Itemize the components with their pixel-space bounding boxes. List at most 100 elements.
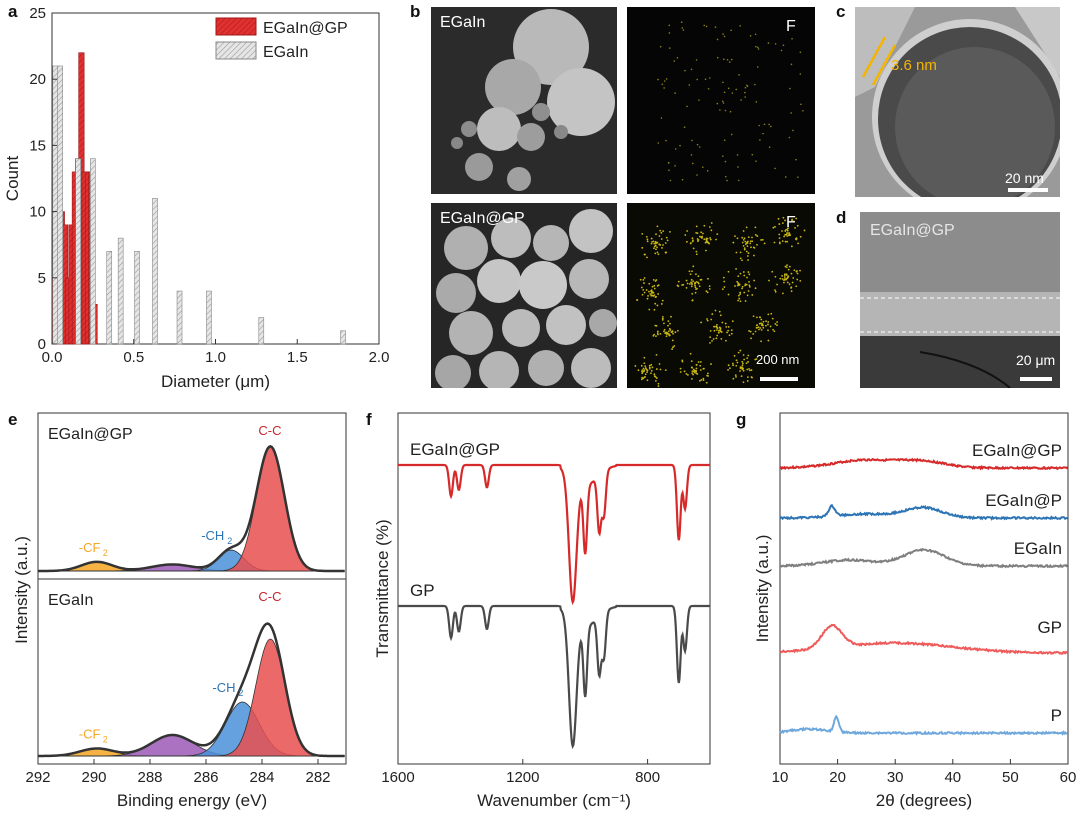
edx-dot bbox=[795, 285, 798, 288]
edx-dot bbox=[648, 366, 651, 369]
edx-dot bbox=[777, 217, 780, 220]
edx-dot bbox=[696, 143, 699, 146]
edx-dot bbox=[731, 362, 734, 365]
edx-dot bbox=[649, 372, 652, 375]
edx-dot bbox=[669, 179, 672, 182]
edx-dot bbox=[788, 265, 791, 268]
edx-dot bbox=[657, 142, 660, 144]
edx-dot bbox=[648, 367, 651, 370]
edx-dot bbox=[722, 81, 724, 84]
sem-cross-section bbox=[860, 212, 1060, 388]
edx-dot bbox=[731, 92, 734, 94]
edx-dot bbox=[751, 240, 754, 243]
edx-dot bbox=[787, 275, 790, 278]
panel-letter-b: b bbox=[410, 2, 421, 21]
edx-dot bbox=[668, 32, 671, 34]
edx-dot bbox=[735, 268, 737, 270]
edx-dot bbox=[789, 87, 791, 90]
bar-egain bbox=[258, 317, 265, 345]
edx-dot bbox=[665, 139, 667, 142]
edx-dot bbox=[739, 300, 742, 303]
x-tick-label: 1.5 bbox=[287, 349, 308, 366]
edx-label-f-bottom: F bbox=[786, 214, 796, 231]
legend-swatch bbox=[215, 41, 257, 60]
edx-dot bbox=[691, 378, 693, 380]
edx-dot bbox=[799, 280, 802, 282]
edx-dot bbox=[716, 56, 719, 59]
y-tick-label: 5 bbox=[38, 270, 46, 287]
edx-dot bbox=[692, 373, 694, 376]
edx-dot bbox=[782, 44, 785, 47]
edx-dot bbox=[781, 222, 784, 225]
edx-dot bbox=[792, 220, 795, 223]
xrd-panel: EGaIn@GP EGaIn@P EGaIn GP P 10 20 30 40 50 60 2θ (d… bbox=[753, 412, 1076, 810]
edx-dot bbox=[717, 329, 720, 332]
edx-dot bbox=[707, 242, 710, 244]
edx-dot bbox=[745, 250, 748, 253]
edx-dot bbox=[695, 370, 698, 373]
edx-dot bbox=[737, 299, 740, 302]
edx-dot bbox=[656, 251, 659, 254]
edx-dot bbox=[641, 293, 644, 296]
edx-dot bbox=[730, 329, 733, 332]
edx-dot bbox=[711, 339, 713, 342]
edx-dot bbox=[741, 366, 744, 369]
edx-dot bbox=[768, 123, 770, 126]
edx-dot bbox=[650, 294, 653, 297]
edx-dot bbox=[722, 102, 725, 104]
edx-dot bbox=[792, 277, 795, 279]
edx-dot bbox=[686, 230, 689, 232]
edx-dot bbox=[788, 136, 791, 139]
edx-dot bbox=[747, 290, 750, 292]
edx-dot bbox=[694, 286, 697, 289]
edx-dot bbox=[652, 240, 655, 243]
edx-dot bbox=[730, 58, 733, 61]
edx-dot bbox=[746, 368, 749, 371]
y-tick-label: 25 bbox=[29, 5, 46, 22]
edx-dot bbox=[729, 110, 732, 113]
edx-dot bbox=[664, 369, 667, 372]
edx-dot bbox=[660, 117, 663, 119]
edx-dot bbox=[757, 326, 760, 329]
y-axis-label: Transmittance (%) bbox=[373, 519, 392, 657]
edx-dot bbox=[742, 362, 744, 365]
edx-dot bbox=[663, 328, 666, 331]
edx-dot bbox=[679, 371, 682, 373]
edx-dot bbox=[668, 334, 671, 337]
legend-swatch bbox=[215, 17, 257, 36]
edx-dot bbox=[655, 368, 658, 370]
edx-dot bbox=[750, 369, 753, 371]
edx-dot bbox=[697, 282, 700, 285]
edx-dot bbox=[699, 369, 702, 371]
edx-dot bbox=[642, 289, 645, 291]
edx-dot bbox=[741, 287, 743, 290]
edx-dot bbox=[665, 78, 668, 80]
edx-dot bbox=[771, 317, 774, 320]
edx-dot bbox=[758, 328, 760, 331]
edx-dot bbox=[746, 294, 749, 297]
edx-dot bbox=[708, 226, 711, 228]
edx-dot bbox=[689, 242, 692, 245]
edx-dot bbox=[739, 272, 742, 275]
edx-dot bbox=[770, 125, 772, 128]
edx-dot bbox=[732, 241, 735, 244]
edx-dot bbox=[699, 364, 702, 367]
edx-dot bbox=[698, 99, 700, 101]
edx-dot bbox=[686, 374, 689, 376]
edx-dot bbox=[718, 326, 721, 329]
edx-dot bbox=[669, 329, 672, 332]
edx-dot bbox=[774, 275, 777, 278]
edx-dot bbox=[781, 278, 784, 280]
edx-dot bbox=[795, 158, 797, 161]
edx-dot bbox=[672, 332, 674, 335]
edx-dot bbox=[737, 294, 740, 297]
edx-dot bbox=[797, 242, 800, 245]
edx-dot bbox=[714, 309, 717, 312]
edx-dot bbox=[749, 242, 752, 245]
edx-dot bbox=[683, 126, 686, 129]
edx-dot bbox=[723, 286, 726, 288]
edx-dot bbox=[696, 287, 698, 290]
edx-dot bbox=[655, 233, 657, 236]
edx-dot bbox=[690, 68, 693, 71]
